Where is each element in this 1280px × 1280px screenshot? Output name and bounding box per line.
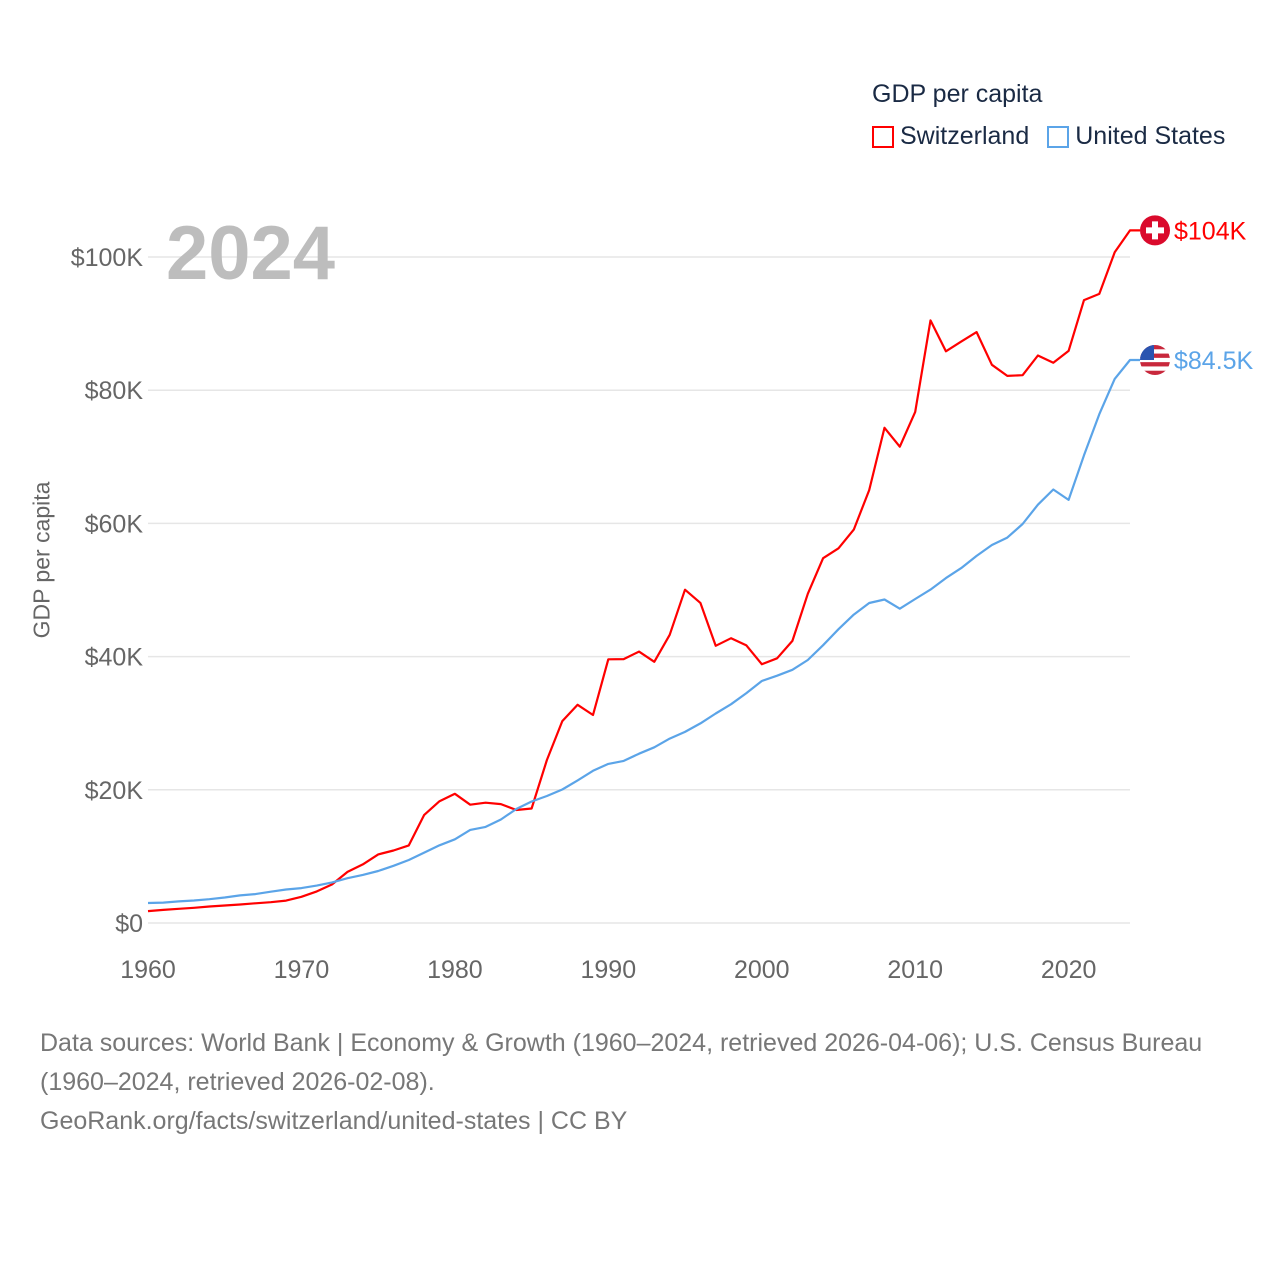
y-tick-label: $20K <box>85 777 144 805</box>
legend-label-united-states: United States <box>1075 122 1226 150</box>
legend-label-switzerland: Switzerland <box>900 122 1030 150</box>
y-tick-label: $60K <box>85 510 144 538</box>
year-label: 2024 <box>166 211 336 296</box>
us-flag-stripe <box>1140 353 1170 358</box>
footer: Data sources: World Bank | Economy & Gro… <box>40 1024 1240 1141</box>
legend: Switzerland United States <box>872 122 1225 151</box>
us-flag-stripe <box>1140 370 1170 376</box>
x-tick-label: 1980 <box>427 956 483 984</box>
y-axis-label: GDP per capita <box>28 481 55 639</box>
legend-item-switzerland[interactable]: Switzerland <box>872 122 1029 151</box>
x-tick-label: 2000 <box>734 956 790 984</box>
x-tick-label: 2010 <box>887 956 943 984</box>
data-sources: Data sources: World Bank | Economy & Gro… <box>40 1029 1203 1096</box>
x-tick-label: 1970 <box>274 956 330 984</box>
x-tick-label: 1990 <box>581 956 637 984</box>
swiss-flag-cross <box>1152 221 1158 240</box>
us-flag-stripe <box>1140 345 1170 350</box>
legend-swatch-united-states <box>1047 125 1070 148</box>
legend-title: GDP per capita <box>872 80 1043 108</box>
attribution-link[interactable]: GeoRank.org/facts/switzerland/united-sta… <box>40 1107 628 1135</box>
y-tick-label: $0 <box>115 910 143 938</box>
y-tick-label: $80K <box>85 377 144 405</box>
end-value-label: $84.5K <box>1174 347 1254 375</box>
x-tick-label: 1960 <box>120 956 176 984</box>
end-value-label: $104K <box>1174 217 1247 245</box>
series-line-switzerland <box>147 229 1140 913</box>
legend-item-united-states[interactable]: United States <box>1047 122 1225 151</box>
legend-swatch-switzerland <box>872 125 894 148</box>
y-tick-label: $100K <box>71 244 144 272</box>
x-tick-label: 2020 <box>1041 956 1097 984</box>
y-tick-label: $40K <box>85 644 144 672</box>
us-flag-stripe <box>1140 362 1170 367</box>
us-flag-canton <box>1140 345 1154 361</box>
series-line-united-states <box>147 358 1140 905</box>
